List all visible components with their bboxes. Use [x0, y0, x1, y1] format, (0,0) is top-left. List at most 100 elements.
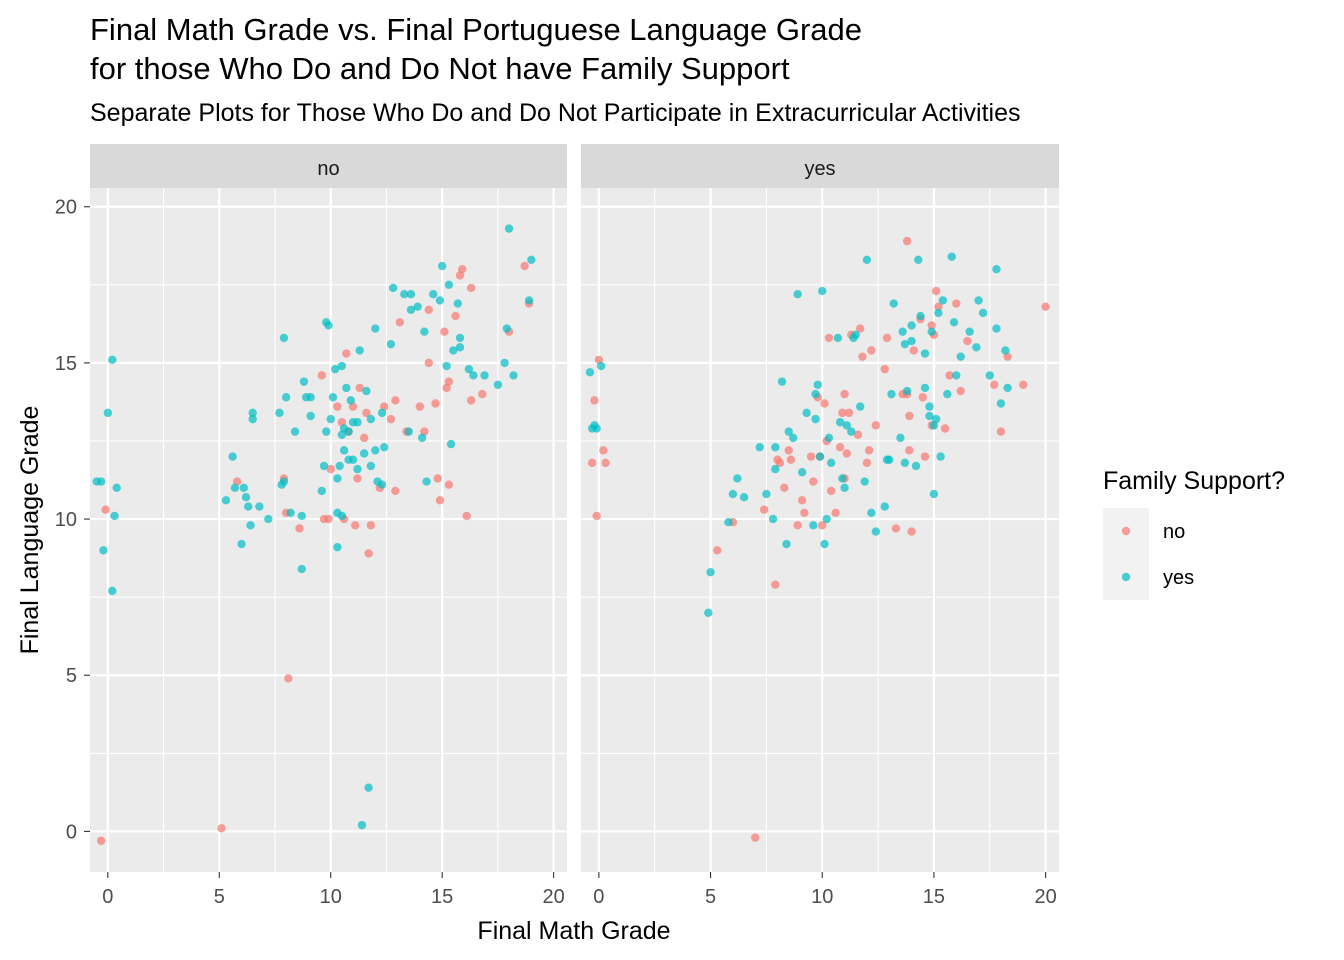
- data-point-no: [905, 411, 914, 421]
- data-point-yes: [802, 408, 811, 418]
- data-point-yes: [337, 361, 347, 371]
- x-tick-label: 5: [705, 886, 716, 908]
- data-point-yes: [241, 493, 251, 502]
- data-point-no: [809, 477, 818, 486]
- data-point-yes: [359, 449, 369, 458]
- data-point-yes: [943, 389, 952, 399]
- data-point-no: [963, 336, 972, 346]
- data-point-yes: [947, 252, 956, 261]
- data-point-yes: [815, 452, 825, 461]
- data-point-no: [355, 383, 364, 393]
- data-point-no: [415, 402, 425, 411]
- data-point-no: [478, 389, 487, 399]
- data-point-yes: [949, 318, 959, 327]
- data-point-no: [359, 433, 369, 443]
- data-point-yes: [239, 483, 248, 493]
- data-point-yes: [755, 443, 764, 452]
- data-point-yes: [978, 308, 988, 318]
- data-point-yes: [925, 402, 934, 411]
- data-point-yes: [820, 539, 829, 549]
- data-point-yes: [299, 377, 309, 386]
- data-point-yes: [931, 414, 941, 424]
- data-point-no: [956, 386, 965, 396]
- data-point-yes: [500, 358, 509, 368]
- data-point-yes: [956, 352, 965, 361]
- data-point-yes: [417, 433, 427, 443]
- data-point-yes: [974, 296, 983, 305]
- legend-label-no: no: [1163, 521, 1185, 543]
- data-point-yes: [386, 339, 396, 349]
- data-point-no: [920, 452, 930, 461]
- data-point-yes: [346, 396, 355, 405]
- data-point-yes: [847, 427, 856, 436]
- legend-label-yes: yes: [1163, 567, 1194, 589]
- data-point-yes: [364, 783, 373, 792]
- data-point-no: [386, 414, 396, 424]
- data-point-yes: [996, 399, 1006, 408]
- data-point-yes: [706, 567, 715, 577]
- data-point-yes: [344, 427, 353, 436]
- data-point-yes: [455, 343, 465, 352]
- data-point-no: [587, 458, 597, 468]
- data-point-yes: [469, 371, 478, 380]
- data-point-yes: [938, 296, 948, 305]
- data-point-no: [364, 549, 373, 558]
- data-point-yes: [813, 380, 822, 389]
- data-point-yes: [264, 514, 273, 524]
- data-point-no: [395, 318, 405, 327]
- data-point-yes: [337, 511, 347, 521]
- data-point-no: [351, 521, 360, 530]
- data-point-yes: [404, 427, 413, 436]
- data-point-yes: [952, 371, 961, 380]
- x-tick-label: 0: [593, 886, 604, 908]
- points-no: [92, 224, 536, 845]
- data-point-no: [952, 299, 961, 308]
- data-point-yes: [435, 296, 445, 305]
- data-point-yes: [339, 446, 349, 455]
- data-point-yes: [992, 265, 1001, 274]
- data-point-no: [391, 486, 400, 496]
- data-point-no: [440, 327, 449, 336]
- facet-strip-yes: [581, 144, 1059, 188]
- y-tick-label: 10: [55, 509, 77, 531]
- data-point-yes: [366, 414, 376, 424]
- major-gridlines-yes: [581, 188, 1059, 872]
- data-point-yes: [596, 361, 606, 371]
- data-point-yes: [108, 355, 117, 364]
- y-tick-label: 15: [55, 353, 77, 375]
- minor-gridlines-no: [90, 188, 567, 872]
- data-point-yes: [585, 368, 595, 377]
- x-axis-title: Final Math Grade: [477, 917, 670, 945]
- y-tick-label: 0: [66, 821, 77, 843]
- data-point-yes: [324, 321, 333, 330]
- data-point-yes: [902, 386, 912, 396]
- data-point-no: [826, 486, 836, 496]
- data-point-no: [391, 396, 400, 405]
- data-point-yes: [818, 286, 827, 296]
- data-point-yes: [322, 427, 331, 436]
- y-axis: 0 5 10 15 20: [55, 197, 90, 843]
- data-point-no: [462, 511, 471, 521]
- data-point-no: [862, 458, 872, 468]
- data-point-no: [353, 474, 362, 483]
- data-point-yes: [824, 433, 834, 443]
- data-point-no: [217, 824, 226, 833]
- data-point-yes: [509, 371, 518, 380]
- data-point-yes: [108, 586, 117, 596]
- data-point-no: [435, 496, 445, 505]
- data-point-yes: [246, 521, 255, 530]
- data-point-no: [333, 402, 342, 411]
- data-point-no: [366, 521, 376, 530]
- data-point-yes: [704, 608, 713, 617]
- data-point-no: [433, 474, 442, 483]
- data-point-yes: [1003, 383, 1012, 393]
- x-tick-label: 20: [543, 886, 565, 908]
- data-point-yes: [453, 299, 462, 308]
- data-point-no: [882, 333, 892, 343]
- data-point-yes: [406, 305, 416, 315]
- data-point-yes: [342, 383, 351, 393]
- data-point-yes: [444, 280, 454, 290]
- data-point-yes: [366, 461, 376, 471]
- data-point-yes: [357, 820, 367, 830]
- data-point-yes: [835, 418, 845, 427]
